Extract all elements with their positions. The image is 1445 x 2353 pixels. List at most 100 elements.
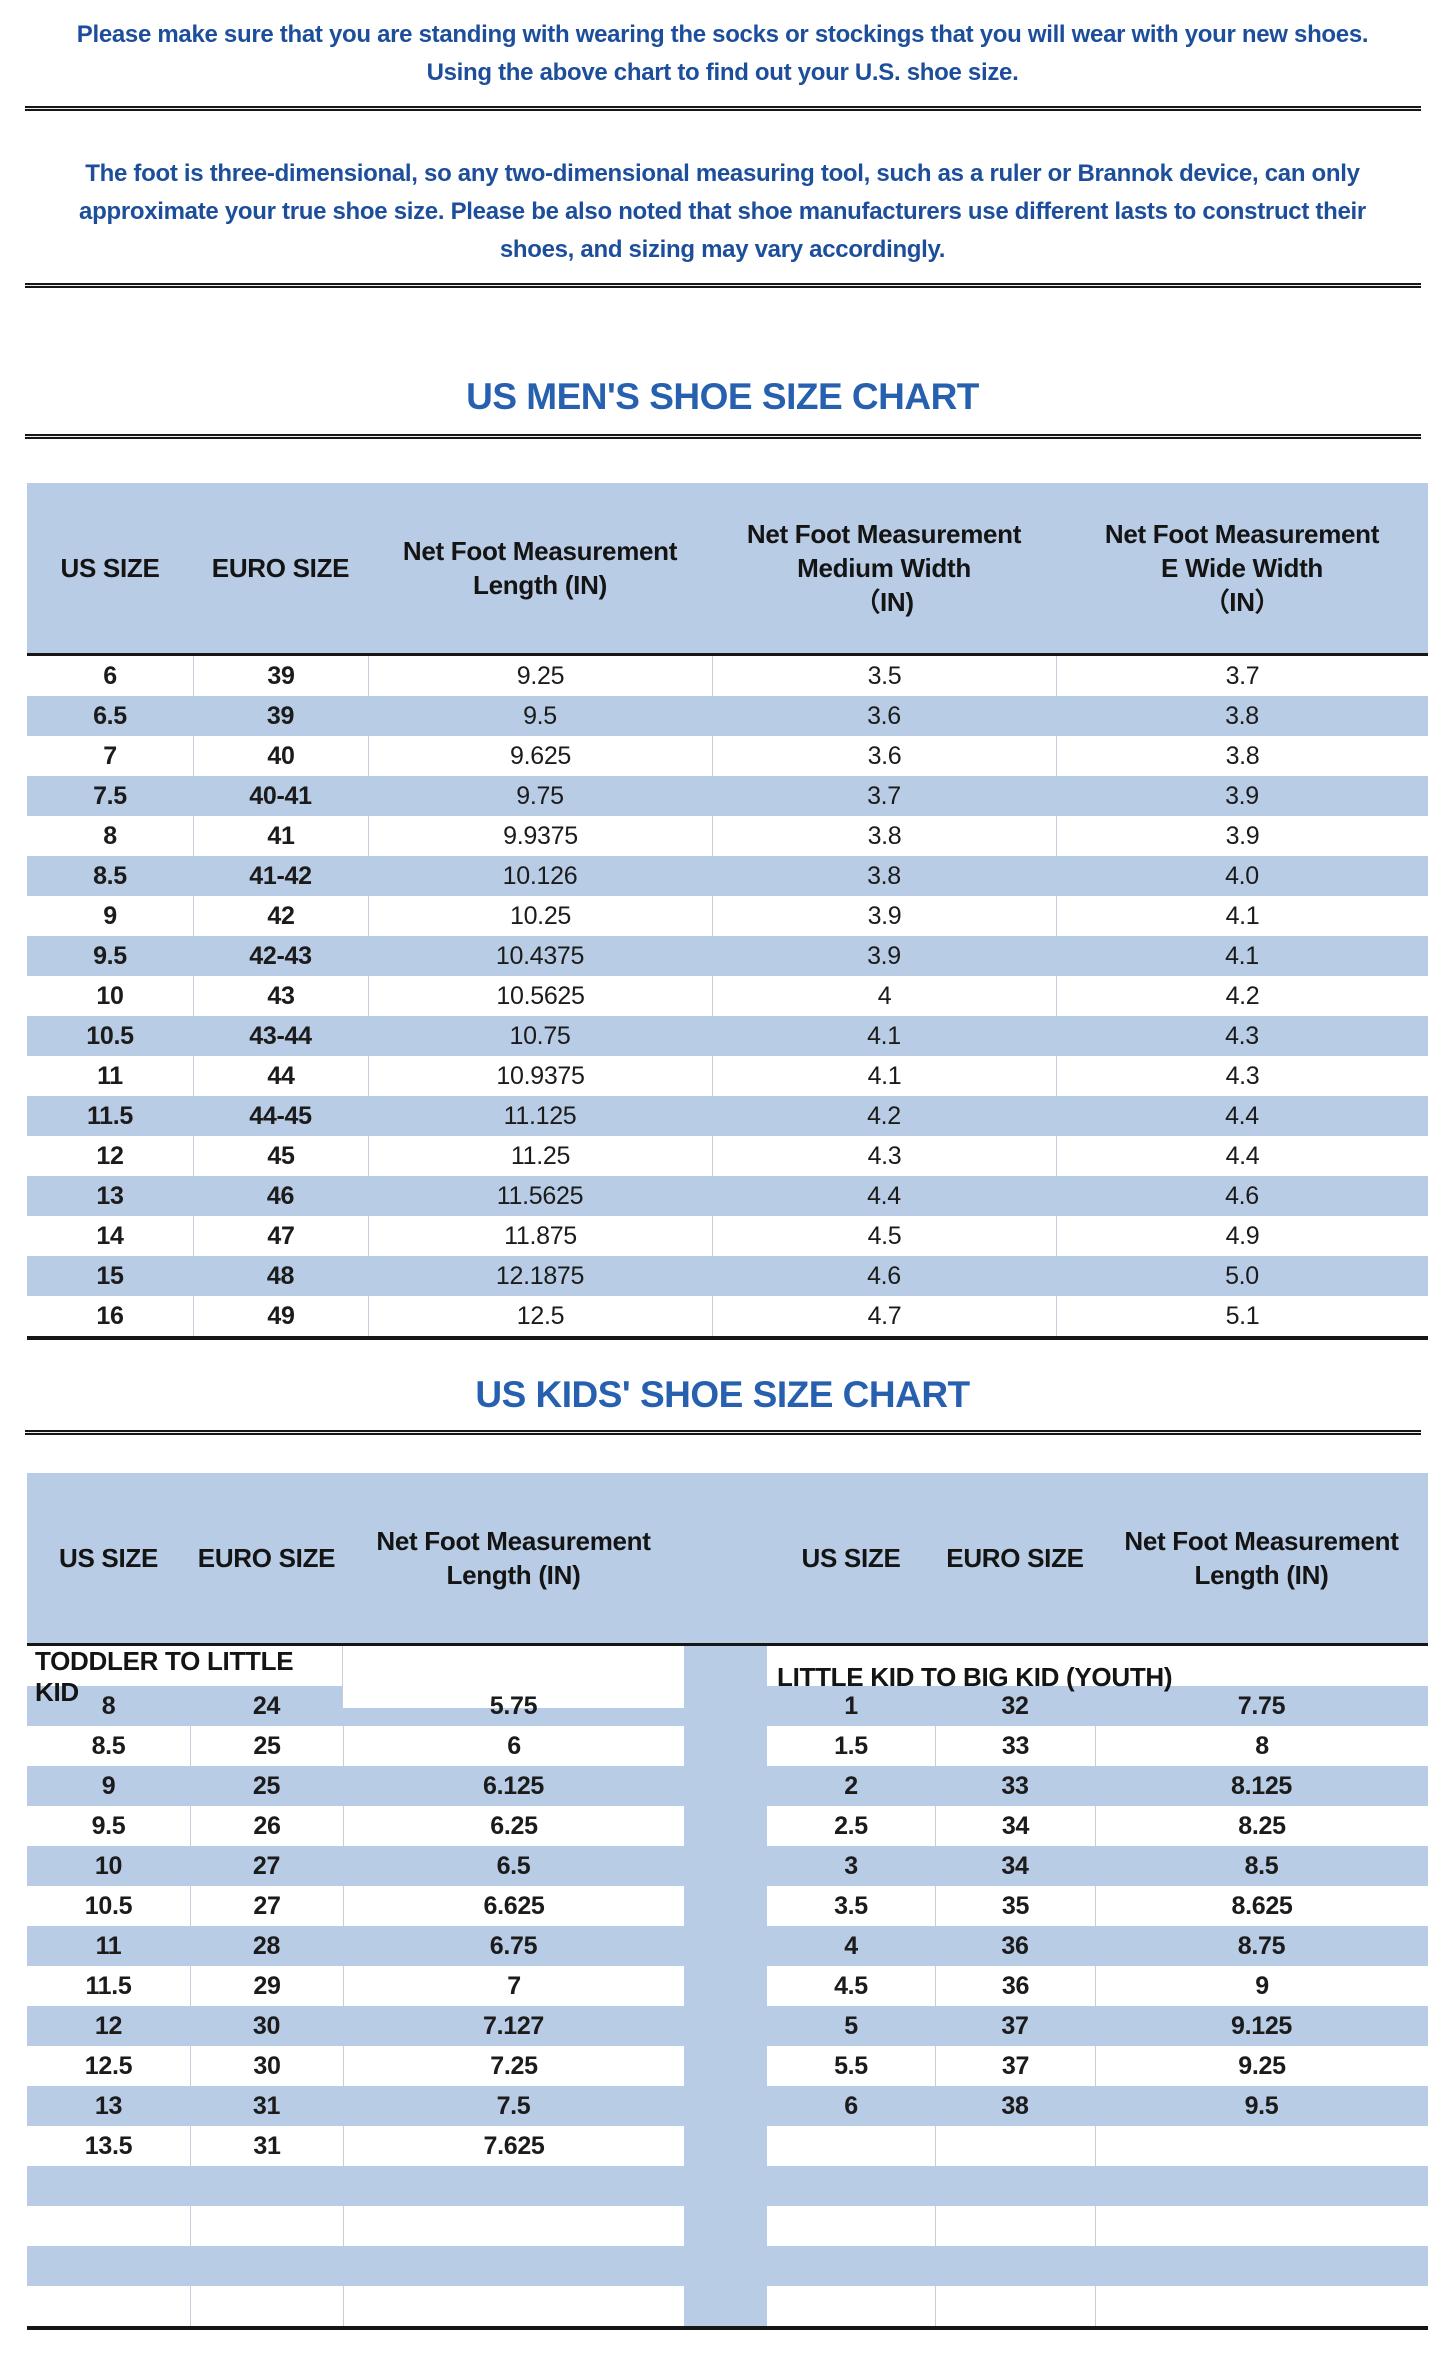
mens-table-row: 16 49 12.5 4.7 5.1 [27, 1296, 1428, 1336]
kids-table-cell [343, 2286, 684, 2326]
mens-table-cell: 4.2 [1056, 976, 1428, 1016]
mens-table-cell: 44-45 [249, 1101, 312, 1130]
mens-table-cell: 4.3 [1225, 1021, 1259, 1050]
mens-table-cell: 11.5 [86, 1101, 134, 1130]
mens-table-row: 12 45 11.25 4.3 4.4 [27, 1136, 1428, 1176]
kids-table-header: US SIZE EURO SIZE Net Foot Measurement Len… [27, 1473, 1428, 1646]
kids-table-row: 11 28 6.75 4 36 8.75 [27, 1926, 1428, 1966]
header-cell: EURO SIZE [211, 553, 350, 583]
mens-table-body: 6 39 9.25 3.5 3.7 6.5 39 9.5 3.6 3.8 7 40 9.625 3.6 3.… [27, 656, 1428, 1340]
mens-table-cell: 3.6 [867, 701, 901, 730]
mens-table-cell: 40 [193, 736, 368, 776]
kids-table-cell [343, 2246, 684, 2286]
kids-table-cell: 9 [101, 1771, 116, 1800]
kids-table-cell: 31 [190, 2126, 343, 2166]
mens-table-cell: 10.5625 [368, 976, 712, 1016]
text-line: Please make sure that you are standing w… [76, 21, 1369, 48]
kids-table-row: 10.5 27 6.625 3.5 35 8.625 [27, 1886, 1428, 1926]
kids-table-cell: 4 [844, 1931, 858, 1960]
kids-table-cell [343, 2166, 684, 2206]
kids-table-cell: 8.5 [91, 1731, 126, 1760]
header-cell: US SIZE [60, 553, 160, 583]
kids-table-cell: 5.75 [489, 1691, 538, 1720]
mens-chart-title: US MEN'S SHOE SIZE CHART [466, 376, 979, 417]
mens-table-cell: 5.1 [1056, 1296, 1428, 1336]
mens-table-cell: 4.2 [867, 1101, 901, 1130]
kids-table-cell: 9 [1095, 1966, 1428, 2006]
kids-table-cell: 11 [95, 1931, 122, 1960]
mens-table-cell: 4.1 [1225, 941, 1259, 970]
kids-table-cell: 11.5 [85, 1971, 132, 2000]
horizontal-rule [25, 106, 1421, 111]
mens-table-cell: 3.8 [712, 816, 1056, 856]
mens-table-row: 7.5 40-41 9.75 3.7 3.9 [27, 776, 1428, 816]
mens-table-cell: 15 [96, 1261, 124, 1290]
kids-section-label-youth: LITTLE KID TO BIG KID (YOUTH) [777, 1661, 1173, 1692]
mens-table-cell: 4.1 [1056, 896, 1428, 936]
kids-table-cell: 24 [252, 1691, 281, 1720]
kids-section-spacer [343, 1646, 684, 1708]
kids-table-cell: 31 [252, 2091, 281, 2120]
mens-table-cell: 9.625 [368, 736, 712, 776]
kids-table-cell: 12.5 [84, 2051, 133, 2080]
kids-table-cell: 6 [844, 2091, 858, 2120]
kids-table-cell [684, 1846, 767, 1886]
mens-table-cell: 9.5 [523, 701, 557, 730]
kids-table-cell: 7 [343, 1966, 684, 2006]
header-cell: Net Foot Measurement Length (IN) [1124, 1526, 1399, 1590]
mens-table-cell: 4.4 [867, 1181, 901, 1210]
kids-table-cell: 13 [94, 2091, 123, 2120]
header-cell: EURO SIZE [197, 1543, 336, 1573]
kids-table-cell: 9.5 [1244, 2091, 1279, 2120]
mens-table-cell: 40-41 [249, 781, 312, 810]
mens-size-table: US SIZE EURO SIZE Net Foot Measurement Len… [27, 483, 1428, 1340]
kids-section-row: TODDLER TO LITTLE KID LITTLE KID TO BIG … [27, 1646, 1428, 1708]
mens-table-cell: 4.6 [867, 1261, 901, 1290]
kids-table-cell [684, 1766, 767, 1806]
kids-table-cell [190, 2166, 343, 2206]
kids-table-cell: 5 [844, 2011, 858, 2040]
mens-table-cell: 39 [193, 656, 368, 696]
mens-table-cell: 9 [103, 901, 117, 930]
kids-table-cell: 10.5 [84, 1891, 133, 1920]
kids-table-cell: 13.5 [84, 2131, 133, 2160]
kids-table-row: 8 24 5.75 1 32 7.75 [27, 1686, 1428, 1726]
kids-table-cell [684, 1926, 767, 1966]
mens-table-cell: 16 [96, 1301, 124, 1330]
mens-table-row: 14 47 11.875 4.5 4.9 [27, 1216, 1428, 1256]
mens-table-cell: 3.9 [867, 941, 901, 970]
kids-table-cell [684, 2166, 767, 2206]
kids-table-cell: 33 [1001, 1771, 1029, 1800]
intro-paragraph-1: Please make sure that you are standing w… [0, 0, 1445, 92]
kids-table-row: 8.5 25 6 1.5 33 8 [27, 1726, 1428, 1766]
horizontal-rule [25, 283, 1421, 288]
mens-table-cell: 4.4 [1225, 1101, 1259, 1130]
mens-table-cell: 8.5 [93, 861, 127, 890]
kids-table-cell [190, 2246, 343, 2286]
kids-table-cell: 3 [844, 1851, 858, 1880]
kids-table-cell [935, 2286, 1095, 2326]
kids-table-cell: 7.625 [343, 2126, 684, 2166]
mens-table-row: 6.5 39 9.5 3.6 3.8 [27, 696, 1428, 736]
kids-table-cell: 8.625 [1095, 1886, 1428, 1926]
mens-table-cell: 4.4 [1056, 1136, 1428, 1176]
mens-table-cell: 7.5 [93, 781, 127, 810]
kids-table-cell: 25 [252, 1771, 281, 1800]
kids-table-cell: 37 [935, 2046, 1095, 2086]
mens-table-row: 10.5 43-44 10.75 4.1 4.3 [27, 1016, 1428, 1056]
kids-table-cell [935, 2126, 1095, 2166]
kids-table-cell [1095, 2166, 1428, 2206]
kids-table-cell [767, 2286, 935, 2326]
kids-table-cell: 27 [190, 1886, 343, 1926]
mens-table-row: 8 41 9.9375 3.8 3.9 [27, 816, 1428, 856]
kids-table-cell: 9.25 [1095, 2046, 1428, 2086]
mens-table-cell: 9.25 [368, 656, 712, 696]
kids-table-cell: 9.5 [91, 1811, 126, 1840]
mens-table-cell: 3.9 [1056, 816, 1428, 856]
kids-table-cell: 26 [190, 1806, 343, 1846]
kids-table-row [27, 2206, 1428, 2246]
text-line: shoes, and sizing may vary accordingly. [499, 236, 946, 263]
kids-table-cell: 2.5 [834, 1811, 868, 1840]
kids-table-cell: 4.5 [834, 1971, 868, 2000]
mens-table-cell: 12.5 [368, 1296, 712, 1336]
